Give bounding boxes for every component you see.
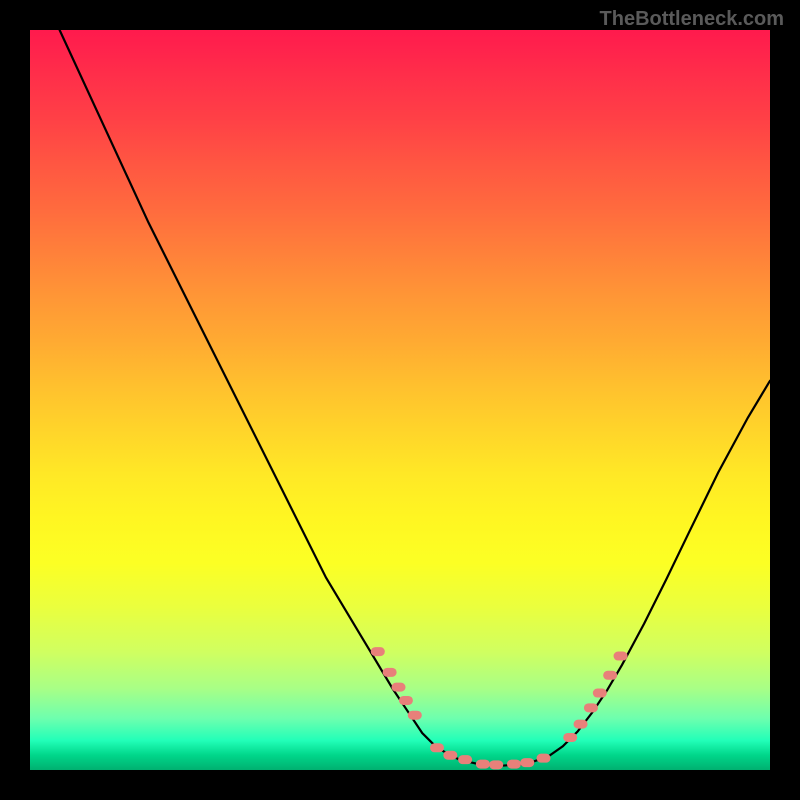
curve-marker [399, 696, 413, 705]
curve-marker [537, 754, 551, 763]
curve-marker [574, 720, 588, 729]
curve-marker [383, 668, 397, 677]
curve-marker [584, 703, 598, 712]
curve-marker [443, 751, 457, 760]
curve-marker [430, 743, 444, 752]
curve-marker [563, 733, 577, 742]
curve-marker [392, 683, 406, 692]
curve-marker [476, 760, 490, 769]
curve-marker [371, 647, 385, 656]
curve-marker [614, 652, 628, 661]
chart-area [30, 30, 770, 770]
curve-marker [408, 711, 422, 720]
curve-markers [30, 30, 770, 770]
watermark-text: TheBottleneck.com [600, 8, 784, 31]
curve-marker [458, 755, 472, 764]
curve-marker [489, 760, 503, 769]
curve-marker [603, 671, 617, 680]
curve-marker [593, 689, 607, 698]
curve-marker [520, 758, 534, 767]
curve-marker [507, 760, 521, 769]
